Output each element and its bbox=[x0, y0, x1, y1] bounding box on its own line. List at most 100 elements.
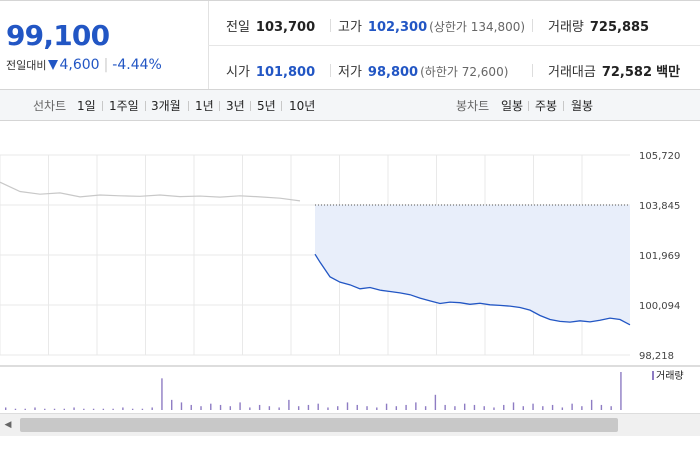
stat-open-value: 101,800 bbox=[255, 65, 316, 80]
stats-row-divider bbox=[208, 45, 700, 46]
volume-bar bbox=[44, 408, 46, 410]
volume-bar bbox=[454, 406, 456, 410]
arrow-left-icon[interactable]: ◀ bbox=[4, 420, 12, 430]
period-tab-5y[interactable]: 5년 bbox=[257, 99, 276, 113]
volume-bar bbox=[180, 402, 183, 410]
stat-divider bbox=[330, 64, 331, 77]
volume-bars bbox=[5, 372, 622, 410]
volume-bar bbox=[444, 404, 446, 410]
stat-low: 저가 98,800 (하한가 72,600) bbox=[338, 61, 508, 80]
stat-volume-label: 거래량 bbox=[548, 20, 584, 35]
volume-bar bbox=[5, 407, 7, 410]
current-price: 99,100 bbox=[6, 19, 110, 52]
period-tab-1d[interactable]: 1일 bbox=[77, 99, 96, 113]
y-tick-label: 101,969 bbox=[639, 251, 680, 262]
volume-bar bbox=[297, 406, 300, 410]
volume-bar bbox=[376, 407, 378, 410]
arrow-right-icon[interactable] bbox=[686, 418, 698, 432]
volume-bar bbox=[141, 408, 144, 410]
volume-bar bbox=[590, 399, 593, 410]
y-axis-labels: 105,720 103,845 101,969 100,094 98,218 bbox=[639, 151, 680, 362]
toolbar-separator bbox=[563, 101, 564, 111]
stat-amount-value: 72,582 bbox=[601, 65, 653, 80]
volume-bar bbox=[503, 404, 505, 410]
stat-divider bbox=[532, 64, 533, 77]
toolbar-separator bbox=[102, 101, 103, 111]
stat-low-label: 저가 bbox=[338, 65, 362, 80]
volume-bar bbox=[151, 407, 153, 410]
stat-amount-unit: 백만 bbox=[656, 65, 681, 80]
prev-price-line bbox=[0, 181, 301, 202]
volume-bar bbox=[346, 402, 349, 410]
change-label: 전일대비 bbox=[6, 59, 47, 72]
volume-bar bbox=[493, 407, 495, 410]
candle-tab-monthly[interactable]: 월봉 bbox=[571, 99, 594, 113]
volume-bar bbox=[307, 404, 310, 410]
volume-bar bbox=[239, 402, 241, 410]
volume-bar bbox=[122, 407, 124, 410]
volume-bar bbox=[366, 406, 368, 410]
volume-bar bbox=[473, 404, 476, 410]
stat-low-value: 98,800 bbox=[367, 65, 419, 80]
volume-bar bbox=[190, 404, 192, 410]
volume-bar bbox=[385, 403, 388, 410]
toolbar-separator bbox=[219, 101, 220, 111]
volume-bar bbox=[24, 408, 26, 410]
volume-bar bbox=[512, 402, 515, 410]
period-tab-10y[interactable]: 10년 bbox=[289, 99, 316, 113]
volume-bar bbox=[356, 404, 358, 410]
stat-amount: 거래대금 72,582 백만 bbox=[548, 61, 680, 80]
volume-bar bbox=[463, 403, 466, 410]
candle-tab-daily[interactable]: 일봉 bbox=[501, 99, 524, 113]
volume-bar bbox=[522, 406, 524, 410]
stat-high-value: 102,300 bbox=[367, 20, 428, 35]
period-tab-1y[interactable]: 1년 bbox=[195, 99, 214, 113]
volume-bar bbox=[14, 408, 17, 410]
volume-bar bbox=[210, 403, 212, 410]
volume-bar bbox=[317, 403, 319, 410]
volume-bar bbox=[424, 406, 427, 410]
stat-volume: 거래량 725,885 bbox=[548, 16, 649, 35]
y-tick-label: 100,094 bbox=[639, 301, 680, 312]
stat-prev-label: 전일 bbox=[226, 20, 250, 35]
volume-bar bbox=[131, 408, 134, 410]
volume-bar bbox=[542, 406, 544, 410]
stat-divider bbox=[532, 19, 533, 32]
stats-panel: 전일 103,700 고가 102,300 (상한가 134,800) 거래량 725,… bbox=[208, 1, 700, 89]
volume-bar bbox=[200, 406, 202, 410]
line-chart-label: 선차트 bbox=[33, 99, 67, 113]
stat-open-label: 시가 bbox=[226, 65, 250, 80]
volume-bar bbox=[561, 407, 564, 410]
volume-bar bbox=[327, 407, 329, 410]
volume-bar bbox=[278, 407, 280, 410]
stat-divider bbox=[330, 19, 331, 32]
volume-legend-label: 거래량 bbox=[656, 370, 684, 382]
volume-bar bbox=[53, 408, 56, 410]
toolbar-separator bbox=[281, 101, 282, 111]
toolbar-separator bbox=[528, 101, 529, 111]
volume-bar bbox=[581, 406, 583, 410]
y-tick-label: 105,720 bbox=[639, 151, 680, 162]
period-tab-3m[interactable]: 3개월 bbox=[151, 99, 181, 113]
volume-bar bbox=[395, 406, 398, 410]
stat-volume-value: 725,885 bbox=[589, 20, 650, 35]
candle-tab-weekly[interactable]: 주봉 bbox=[535, 99, 558, 113]
volume-bar bbox=[63, 408, 65, 410]
chart-toolbar: 선차트 1일 1주일 3개월 1년 3년 5년 10년 봉차트 일봉 주봉 월봉 bbox=[0, 89, 700, 121]
volume-bar bbox=[610, 406, 612, 410]
volume-bar bbox=[337, 406, 339, 410]
stat-high-label: 고가 bbox=[338, 20, 362, 35]
volume-bar bbox=[268, 406, 271, 410]
volume-bar bbox=[171, 399, 173, 410]
stat-low-sub: (하한가 72,600) bbox=[420, 65, 509, 79]
down-triangle-icon bbox=[48, 60, 59, 70]
period-tab-1w[interactable]: 1주일 bbox=[109, 99, 139, 113]
scroll-thumb[interactable] bbox=[20, 418, 618, 432]
volume-bar bbox=[219, 404, 222, 410]
volume-bar bbox=[92, 408, 95, 410]
chart-scrollbar[interactable]: ◀ bbox=[0, 413, 700, 436]
change-value: 4,600 bbox=[59, 57, 100, 73]
stat-high: 고가 102,300 (상한가 134,800) bbox=[338, 16, 525, 35]
period-tab-3y[interactable]: 3년 bbox=[226, 99, 245, 113]
volume-bar bbox=[161, 378, 163, 410]
